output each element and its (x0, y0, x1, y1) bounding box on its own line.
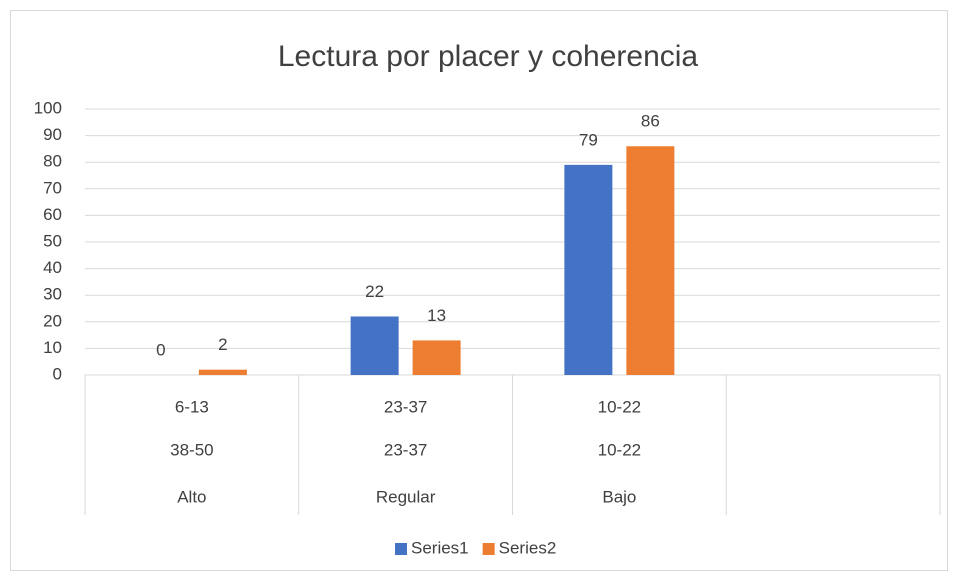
x-tick-label: 10-22 (598, 397, 641, 416)
x-tick-label: 38-50 (170, 440, 213, 459)
legend-swatch (395, 543, 407, 555)
bar (564, 164, 613, 375)
chart-title: Lectura por placer y coherencia (278, 40, 699, 73)
y-tick-label: 60 (43, 205, 62, 224)
x-tick-label: 23-37 (384, 397, 427, 416)
y-tick-label: 20 (43, 311, 62, 330)
x-tick-label: Alto (177, 487, 206, 506)
bar (350, 316, 399, 375)
x-tick-label: 6-13 (175, 397, 209, 416)
y-tick-label: 30 (43, 285, 62, 304)
y-tick-label: 10 (43, 338, 62, 357)
data-label: 0 (156, 340, 165, 359)
y-tick-label: 40 (43, 258, 62, 277)
y-tick-label: 90 (43, 125, 62, 144)
bar (412, 340, 461, 375)
legend-swatch (482, 543, 495, 555)
y-tick-label: 70 (43, 178, 62, 197)
chart-border (10, 10, 948, 571)
x-tick-label: 10-22 (598, 440, 641, 459)
data-label: 86 (641, 112, 660, 131)
y-tick-label: 80 (43, 152, 62, 171)
data-label: 22 (365, 282, 384, 301)
data-label: 79 (579, 130, 598, 149)
x-tick-label: Regular (376, 487, 436, 506)
legend-label: Series1 (411, 538, 469, 557)
data-label: 2 (218, 335, 227, 354)
y-tick-label: 50 (43, 231, 62, 250)
bar (198, 369, 247, 375)
y-tick-label: 100 (34, 98, 62, 117)
y-tick-label: 0 (53, 364, 62, 383)
data-label: 13 (427, 306, 446, 325)
bar (626, 146, 675, 375)
legend-label: Series2 (499, 538, 557, 557)
x-tick-label: Bajo (602, 487, 636, 506)
x-tick-label: 23-37 (384, 440, 427, 459)
